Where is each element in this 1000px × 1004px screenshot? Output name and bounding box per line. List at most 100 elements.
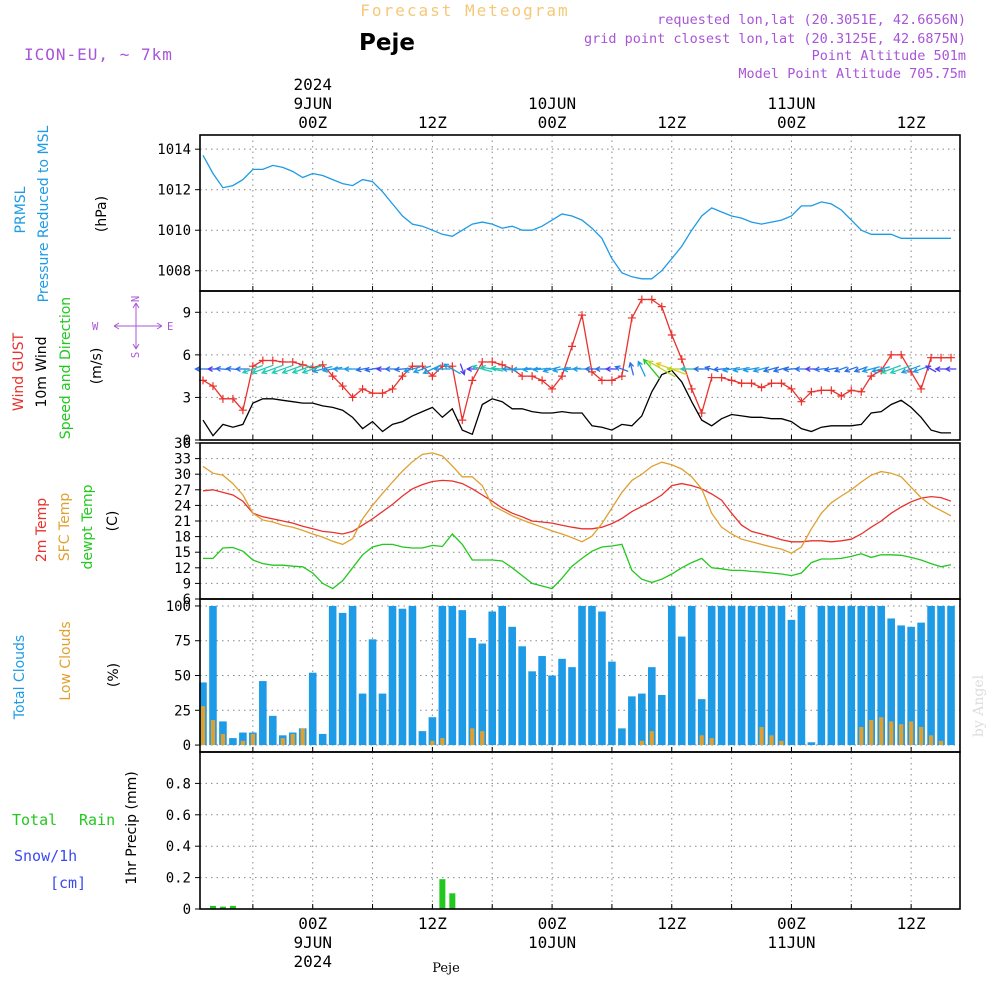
clouds-bar: [318, 733, 327, 746]
time-label: 12Z: [657, 914, 686, 933]
wind-arrow: [291, 364, 313, 375]
gust-marker: [837, 392, 846, 401]
clouds-bar: [598, 611, 606, 746]
clouds-bar: [438, 605, 447, 746]
precip-unit: 1hr Precip (mm): [124, 771, 140, 884]
wind-arrow: [301, 364, 323, 375]
y-tick-label: 0.4: [166, 839, 191, 855]
gust-marker: [747, 379, 756, 388]
location-title: Peje: [359, 30, 415, 56]
clouds-bar: [879, 717, 884, 746]
gust-marker: [897, 350, 906, 359]
temp-label-sfc: SFC Temp: [57, 493, 73, 562]
wind-arrow: [628, 361, 635, 376]
y-tick-label: 6: [183, 348, 191, 364]
y-tick-label: 18: [174, 530, 191, 546]
precip-panel: 0 0.2 0.4 0.6 0.8: [166, 751, 961, 918]
clouds-bar: [538, 656, 546, 746]
gust-marker: [328, 372, 337, 381]
clouds-bar: [928, 735, 934, 746]
gust-marker: [887, 350, 896, 359]
clouds-bar: [608, 661, 616, 746]
gust-marker: [558, 372, 567, 381]
clouds-bar: [909, 721, 914, 746]
model-altitude: Model Point Altitude 705.75m: [738, 66, 966, 82]
gust-marker: [338, 382, 347, 391]
gust-marker: [538, 376, 547, 385]
clouds-bar: [847, 605, 856, 746]
clouds-panel: 0 25 50 75 100: [166, 598, 961, 754]
wind-arrow: [614, 365, 629, 373]
wind-arrow: [521, 366, 542, 373]
cloud-label-total: Total Clouds: [12, 635, 28, 720]
gust-marker: [797, 397, 806, 406]
temperature-series-line: [202, 479, 952, 543]
time-label: 12Z: [418, 914, 447, 933]
clouds-bar: [578, 605, 586, 746]
clouds-bar: [697, 699, 706, 746]
clouds-bar: [269, 715, 277, 746]
clouds-bar: [857, 605, 866, 746]
y-tick-label: 30: [174, 467, 191, 483]
clouds-bar: [428, 717, 437, 746]
wind-arrow: [271, 364, 294, 375]
wind-arrow: [843, 366, 858, 373]
clouds-bar: [648, 667, 656, 746]
wind-arrow: [871, 366, 891, 374]
gust-marker: [358, 384, 367, 393]
clouds-bar: [907, 626, 915, 746]
gust-marker: [657, 302, 666, 311]
wind-label-speed-dir: Speed and Direction: [58, 297, 74, 439]
gust-marker: [617, 372, 626, 381]
clouds-bar: [308, 672, 317, 746]
clouds-bar: [917, 622, 925, 746]
clouds-bar: [779, 740, 784, 746]
y-tick-label: 1008: [157, 264, 191, 280]
precip-bar: [229, 905, 236, 909]
clouds-bar: [368, 639, 377, 746]
time-label: 2024: [293, 75, 332, 94]
clouds-bar: [727, 605, 736, 746]
gust-marker: [478, 357, 487, 366]
gust-marker: [388, 384, 397, 393]
clouds-bar: [927, 605, 935, 746]
gust-marker: [528, 372, 537, 381]
wind-arrow: [433, 366, 451, 372]
clouds-bar: [488, 611, 497, 746]
y-tick-label: 9: [183, 305, 191, 321]
compass-north: N: [130, 296, 142, 302]
clouds-bar: [747, 605, 756, 746]
gust-marker: [488, 357, 497, 366]
requested-coords: requested lon,lat (20.3051E, 42.6656N): [657, 12, 966, 28]
clouds-bar: [667, 605, 676, 746]
gust-marker: [398, 372, 407, 381]
gust-marker: [687, 384, 696, 393]
gust-marker: [288, 357, 297, 366]
y-tick-label: 27: [174, 483, 191, 499]
clouds-bar: [378, 693, 387, 746]
wind-arrow: [532, 366, 551, 373]
time-label: 00Z: [538, 914, 567, 933]
wind-arrow: [260, 364, 284, 375]
clouds-bar: [558, 658, 566, 746]
clouds-bar: [498, 605, 507, 746]
y-tick-label: 15: [174, 545, 191, 561]
time-label: 12Z: [897, 914, 926, 933]
clouds-bar: [209, 605, 217, 746]
precip-frame: [199, 751, 961, 910]
gust-marker: [368, 389, 377, 398]
wind-arrow: [321, 366, 343, 373]
clouds-bar: [239, 732, 247, 746]
clouds-bar: [618, 728, 626, 746]
clouds-bar: [899, 724, 904, 746]
clouds-bar: [649, 731, 654, 746]
clouds-bar: [757, 605, 766, 746]
gust-marker: [927, 353, 936, 362]
wind-arrow: [604, 366, 618, 372]
clouds-bar: [709, 738, 714, 746]
gust-marker: [937, 353, 946, 362]
wind-arrow: [241, 364, 263, 375]
gust-marker: [378, 389, 387, 398]
y-tick-label: 50: [174, 669, 191, 685]
